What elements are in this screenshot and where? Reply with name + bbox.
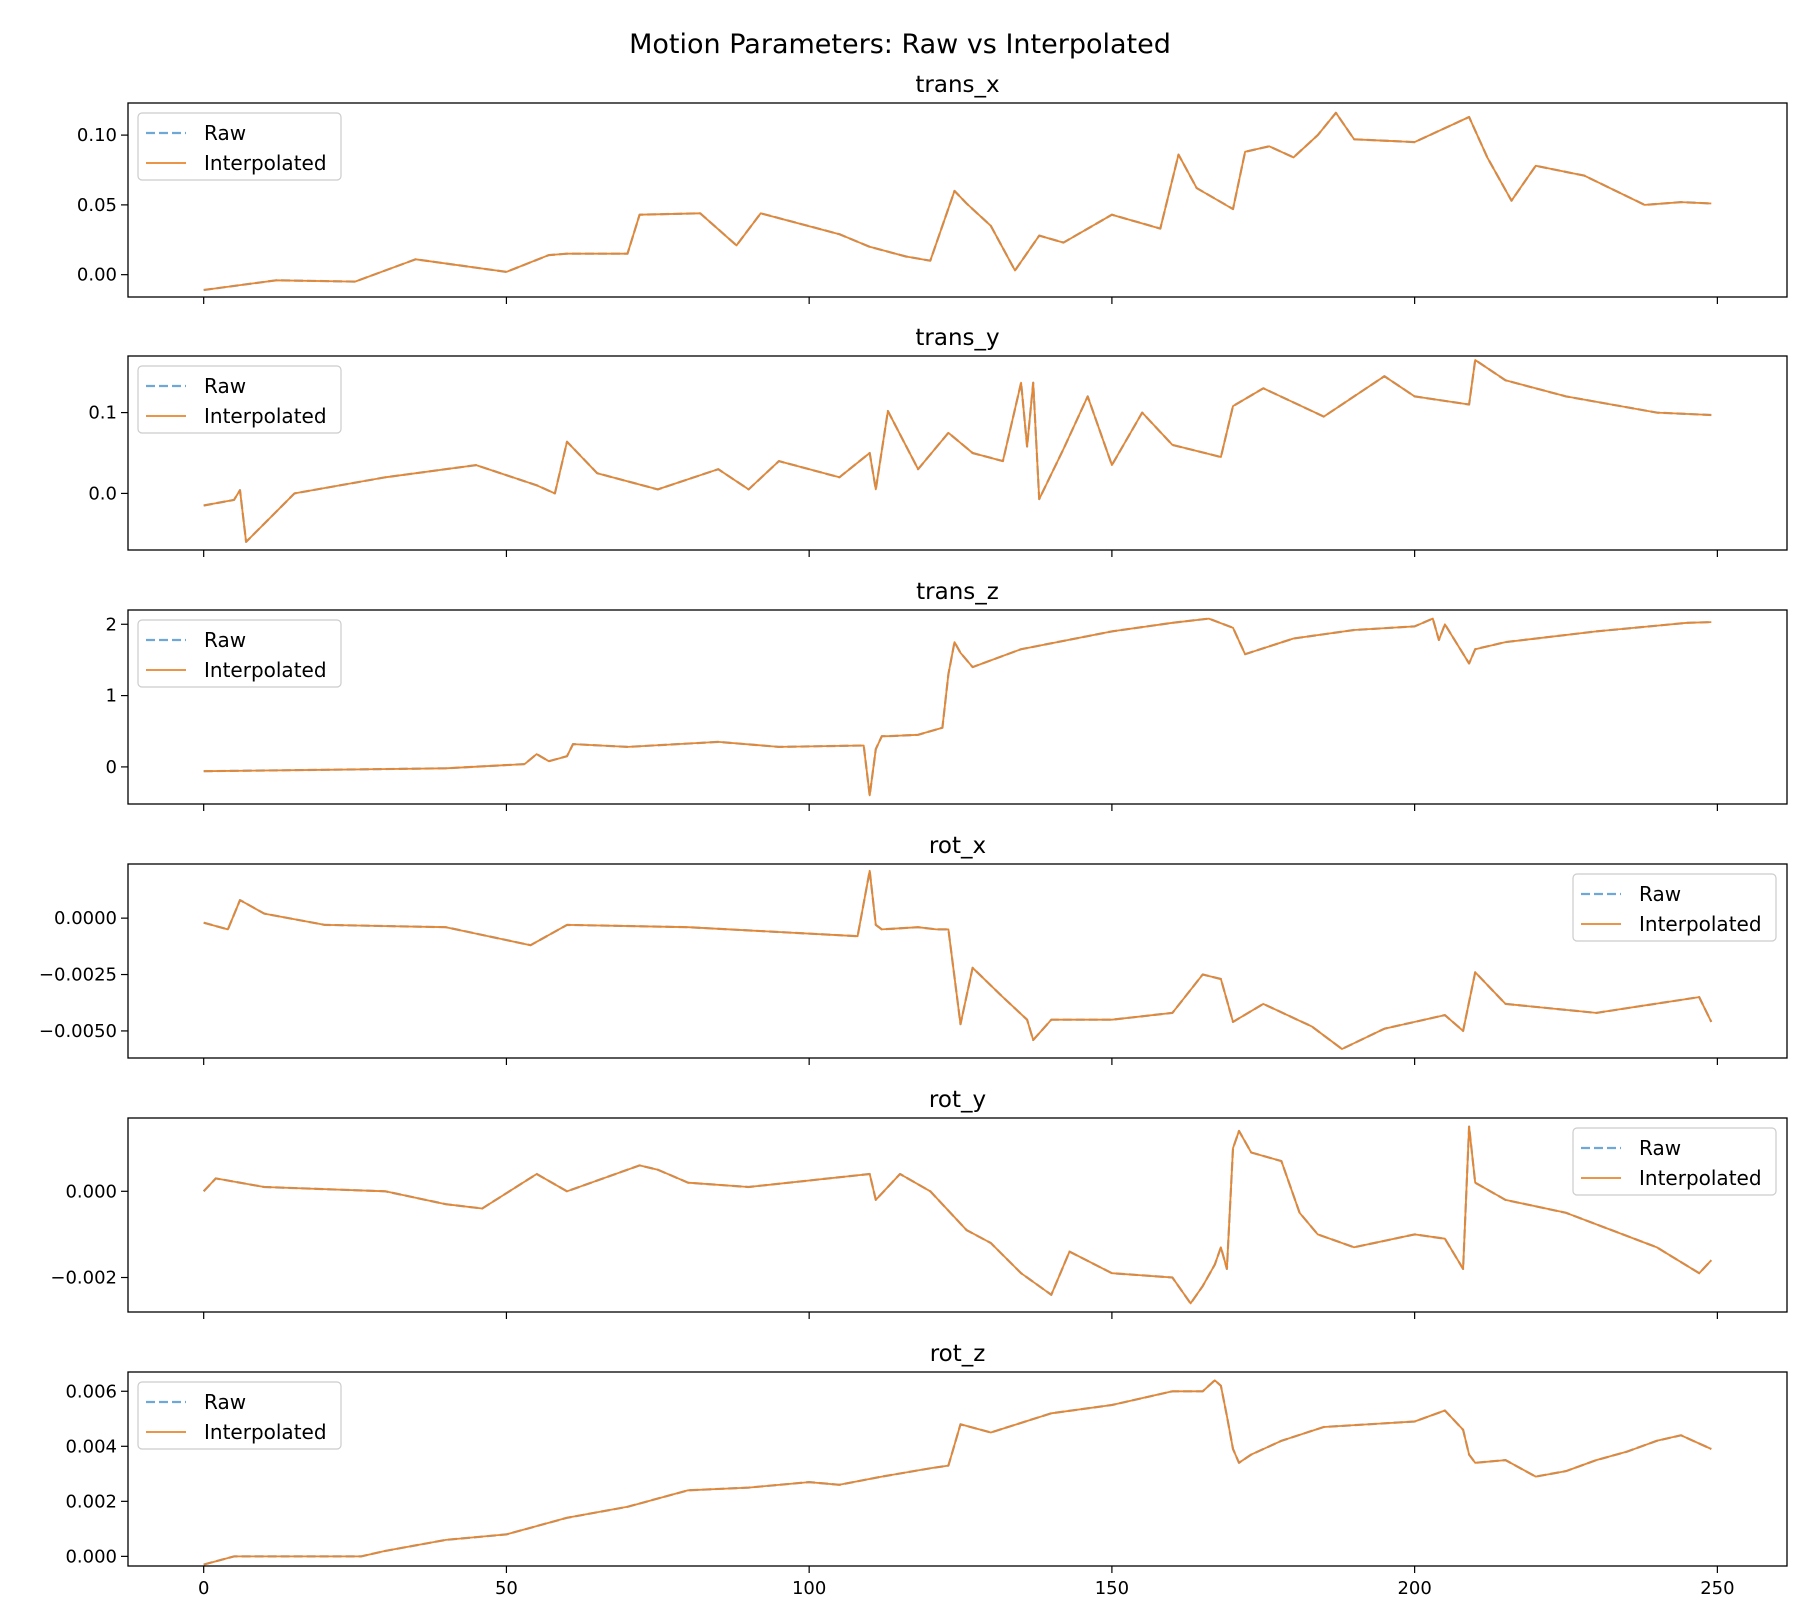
panel-title: trans_y [915, 325, 999, 351]
y-tick-label: 0.000 [65, 1181, 117, 1202]
y-tick-label: 2 [106, 614, 117, 635]
x-tick-label: 200 [1397, 1578, 1431, 1599]
legend-label-interpolated: Interpolated [204, 658, 327, 682]
panel-frame [127, 1371, 1788, 1567]
panel-trans_z: trans_z 0 1 2 Raw Interpolated [106, 579, 1788, 811]
legend: Raw Interpolated [137, 365, 342, 434]
y-tick-label: −0.0050 [39, 1021, 117, 1042]
legend-label-raw: Raw [1639, 1136, 1681, 1160]
panel-trans_y: trans_y 0.0 0.1 Raw Interpolated [88, 325, 1788, 557]
legend: Raw Interpolated [137, 1381, 342, 1450]
y-tick-label: 0.00 [77, 265, 117, 286]
panel-title: trans_x [915, 72, 999, 98]
x-tick-label: 0 [198, 1578, 209, 1599]
legend-label-raw: Raw [1639, 882, 1681, 906]
legend: Raw Interpolated [1572, 873, 1777, 942]
y-tick-label: 0 [106, 757, 117, 778]
series-line-interpolated [203, 869, 1713, 1050]
legend-label-interpolated: Interpolated [1639, 1166, 1762, 1190]
panel-trans_x: trans_x 0.00 0.05 0.10 Raw Interpolated [77, 72, 1788, 304]
legend: Raw Interpolated [137, 619, 342, 688]
y-tick-label: 0.1 [88, 403, 117, 424]
legend-label-interpolated: Interpolated [204, 151, 327, 175]
series-line-raw [203, 358, 1712, 544]
y-tick-label: 0.002 [65, 1491, 117, 1512]
legend-box [1572, 873, 1777, 942]
series-line-raw [203, 111, 1712, 292]
panel-title: rot_z [930, 1341, 986, 1367]
y-tick-label: 0.0 [88, 483, 117, 504]
legend: Raw Interpolated [1572, 1127, 1777, 1196]
legend-label-raw: Raw [204, 121, 246, 145]
x-tick-label: 250 [1700, 1578, 1734, 1599]
y-tick-label: −0.002 [50, 1268, 117, 1289]
series-line-interpolated [203, 359, 1712, 543]
x-tick-label: 100 [792, 1578, 826, 1599]
legend-box [137, 365, 342, 434]
legend-box [1572, 1127, 1777, 1196]
y-tick-label: 0.05 [77, 195, 117, 216]
series-line-interpolated [203, 1379, 1712, 1566]
series-line-raw [203, 869, 1713, 1051]
legend-box [137, 1381, 342, 1450]
series-line-raw [202, 1125, 1713, 1305]
legend-label-raw: Raw [204, 1390, 246, 1414]
y-tick-label: 0.0000 [54, 908, 117, 929]
legend-label-interpolated: Interpolated [1639, 912, 1762, 936]
panel-rot_z: rot_z 0 50 100 150 200 250 0.000 0.002 0.004 0.006… [65, 1341, 1788, 1599]
panel-frame [127, 609, 1788, 805]
y-tick-label: 0.10 [77, 125, 117, 146]
y-tick-label: 0.006 [65, 1381, 117, 1402]
y-tick-label: 1 [106, 686, 117, 707]
x-tick-label: 50 [495, 1578, 518, 1599]
legend-label-raw: Raw [204, 628, 246, 652]
y-tick-label: −0.0025 [39, 965, 117, 986]
panel-frame [127, 863, 1788, 1059]
series-line-interpolated [203, 617, 1712, 797]
series-line-interpolated [203, 111, 1712, 291]
legend-box [137, 112, 342, 181]
legend-label-raw: Raw [204, 374, 246, 398]
figure-title: Motion Parameters: Raw vs Interpolated [629, 29, 1171, 60]
panel-rot_y: rot_y −0.002 0.000 Raw Interpolated [50, 1087, 1788, 1319]
panel-frame [127, 355, 1788, 551]
legend-label-interpolated: Interpolated [204, 1420, 327, 1444]
series-line-interpolated [203, 1125, 1712, 1305]
panel-frame [127, 1117, 1788, 1313]
legend: Raw Interpolated [137, 112, 342, 181]
panel-title: trans_z [916, 579, 999, 605]
panel-rot_x: rot_x −0.0050 −0.0025 0.0000 Raw Interpolated [39, 833, 1788, 1065]
panel-title: rot_x [929, 833, 986, 859]
x-tick-label: 150 [1095, 1578, 1129, 1599]
panel-title: rot_y [929, 1087, 986, 1113]
panel-frame [127, 102, 1788, 298]
y-tick-label: 0.004 [65, 1436, 117, 1457]
series-line-raw [203, 1379, 1712, 1566]
legend-label-interpolated: Interpolated [204, 404, 327, 428]
legend-box [137, 619, 342, 688]
y-tick-label: 0.000 [65, 1546, 117, 1567]
